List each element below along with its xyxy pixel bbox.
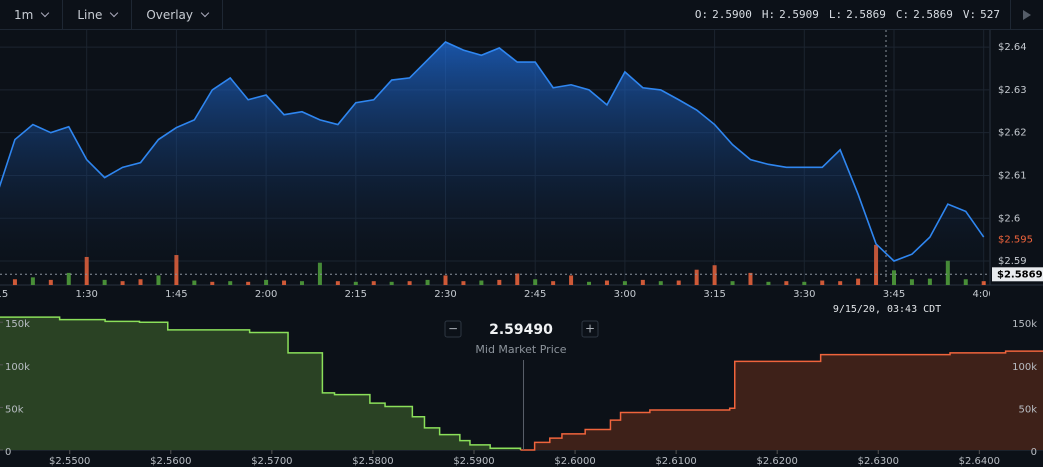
ohlc-value: 2.5869 bbox=[846, 8, 886, 21]
x-tick-label: $2.5800 bbox=[352, 456, 393, 467]
x-tick-label: 2:30 bbox=[434, 289, 456, 300]
y-tick-label-right: 50k bbox=[1018, 404, 1037, 415]
overlay-dropdown[interactable]: Overlay bbox=[132, 0, 223, 30]
ohlc-value: 527 bbox=[980, 8, 1000, 21]
crosshair-time-box bbox=[826, 300, 948, 317]
x-tick-label: $2.5700 bbox=[251, 456, 292, 467]
ohlc-value: 2.5909 bbox=[779, 8, 819, 21]
play-button[interactable] bbox=[1010, 0, 1043, 30]
mid-label: Mid Market Price bbox=[475, 343, 566, 356]
play-icon bbox=[1023, 9, 1031, 20]
ohlc-value: 2.5869 bbox=[913, 8, 953, 21]
x-tick-label: 3:00 bbox=[614, 289, 636, 300]
crosshair-price: $2.5869 bbox=[997, 269, 1043, 280]
x-tick-label: 1:45 bbox=[165, 289, 187, 300]
price-line bbox=[0, 41, 985, 262]
interval: 1m bbox=[14, 7, 34, 22]
price-plot bbox=[0, 30, 990, 285]
y-tick-label: $2.63 bbox=[998, 85, 1027, 96]
bids-area bbox=[0, 317, 521, 450]
y-tick-label-right: 150k bbox=[1012, 319, 1037, 330]
mid-button[interactable] bbox=[444, 320, 462, 338]
asks-line bbox=[520, 350, 1043, 451]
x-tick-label: $2.6300 bbox=[858, 456, 899, 467]
ohlc-label: H: bbox=[761, 8, 776, 21]
y-tick-label: 150k bbox=[5, 319, 30, 330]
x-tick-label: $2.5600 bbox=[150, 456, 191, 467]
y-tick-label: $2.6 bbox=[998, 213, 1020, 224]
x-tick-label: $2.6400 bbox=[959, 456, 1000, 467]
x-tick-label: 3:30 bbox=[793, 289, 815, 300]
x-tick-label: $2.6000 bbox=[554, 456, 595, 467]
crosshair-price-box bbox=[992, 267, 1043, 282]
ohlc-value: 2.5900 bbox=[712, 8, 752, 21]
x-tick-label: 3:45 bbox=[883, 289, 905, 300]
mid-button-label: + bbox=[585, 322, 595, 336]
x-tick-label: 2:45 bbox=[524, 289, 546, 300]
ohlc-label: O: bbox=[694, 8, 709, 21]
price-area bbox=[0, 41, 984, 285]
y-tick-label: 0 bbox=[5, 447, 11, 458]
ohlc: O: 2.5900 H: 2.5909 L: 2.5869 C: 2.5869 V: 527 bbox=[695, 8, 1010, 21]
interval-dropdown[interactable]: 1m bbox=[0, 0, 64, 30]
mid-button-label: − bbox=[448, 322, 458, 336]
x-tick-label: 4:00 bbox=[972, 289, 994, 300]
y-tick-label: $2.64 bbox=[998, 42, 1027, 53]
asks-area bbox=[520, 351, 1043, 450]
last-price: $2.595 bbox=[998, 235, 1033, 246]
toolbar: 1m Line Overlay O: 2.5900 H: 2.5909 L: 2.5869… bbox=[0, 0, 1043, 30]
x-tick-label: $2.5900 bbox=[453, 456, 494, 467]
x-tick-label: $2.6200 bbox=[757, 456, 798, 467]
x-tick-label: $2.5500 bbox=[49, 456, 90, 467]
ohlc-label: V: bbox=[962, 8, 977, 21]
x-tick-label: 2:00 bbox=[255, 289, 277, 300]
y-tick-label: $2.61 bbox=[998, 170, 1027, 181]
style-dropdown[interactable]: Line bbox=[63, 0, 133, 30]
x-axis: 1:15 1:30 1:45 2:00 2:15 2:30 2:45 3:00 3:15 3:30… bbox=[0, 289, 994, 300]
y-tick-label-right: 100k bbox=[1012, 362, 1037, 373]
mid-button[interactable] bbox=[581, 320, 599, 338]
mid-price: 2.59490 bbox=[489, 322, 553, 338]
y-tick-label: 100k bbox=[5, 362, 30, 373]
x-tick-label: 1:30 bbox=[75, 289, 97, 300]
crosshair-time: 9/15/20, 03:43 CDT bbox=[833, 304, 941, 315]
ohlc-label: L: bbox=[828, 8, 843, 21]
bids-line bbox=[0, 316, 522, 450]
x-tick-label: $2.6100 bbox=[655, 456, 696, 467]
overlay: Overlay bbox=[146, 7, 193, 22]
y-tick-label: 50k bbox=[5, 404, 24, 415]
x-tick-label: 3:15 bbox=[703, 289, 725, 300]
ohlc-label: C: bbox=[895, 8, 910, 21]
y-tick-label: $2.59 bbox=[998, 256, 1027, 267]
style: Line bbox=[77, 7, 103, 22]
y-tick-label: $2.62 bbox=[998, 128, 1027, 139]
y-tick-label-right: 0 bbox=[1031, 447, 1037, 458]
x-tick-label: 1:15 bbox=[0, 289, 8, 300]
x-tick-label: 2:15 bbox=[345, 289, 367, 300]
